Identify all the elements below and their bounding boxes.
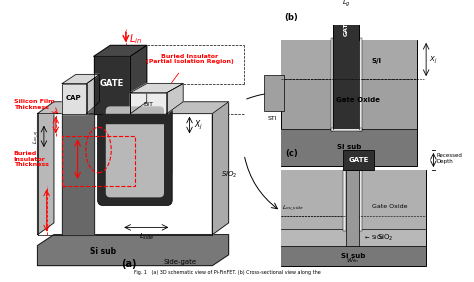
Bar (359, 38, 362, 131)
Text: Recessed
Depth: Recessed Depth (436, 153, 462, 164)
Bar (281, 40, 417, 79)
Text: GATE: GATE (348, 157, 369, 163)
Bar (359, 170, 362, 231)
Bar (343, 170, 346, 231)
Text: $L_{ov\_side}$: $L_{ov\_side}$ (283, 203, 304, 212)
Polygon shape (103, 114, 167, 123)
Text: Gate Oxide: Gate Oxide (336, 97, 380, 103)
Text: SiO$_2$: SiO$_2$ (377, 232, 393, 243)
Bar (281, 246, 426, 266)
Text: Buried Insulator
(Partial Isolation Region): Buried Insulator (Partial Isolation Regi… (146, 54, 233, 64)
Text: Gate Oxide: Gate Oxide (372, 204, 408, 209)
Text: $X_j$: $X_j$ (429, 54, 438, 66)
Text: $L_g$: $L_g$ (342, 0, 350, 9)
Text: (b): (b) (284, 13, 298, 22)
Bar (281, 129, 417, 166)
FancyBboxPatch shape (106, 106, 164, 197)
Polygon shape (62, 74, 100, 83)
Text: $L_{in}$: $L_{in}$ (128, 32, 142, 45)
Bar (330, 128, 362, 131)
Text: Si sub: Si sub (337, 144, 361, 150)
Polygon shape (212, 102, 228, 235)
Text: $X_j$: $X_j$ (194, 119, 203, 132)
Bar (281, 170, 426, 266)
Text: Si sub: Si sub (341, 253, 365, 259)
Bar (264, 74, 284, 111)
Text: GATE: GATE (344, 18, 348, 36)
Text: $W_{fin}$: $W_{fin}$ (346, 257, 359, 265)
Text: BIT: BIT (144, 102, 154, 107)
Polygon shape (87, 74, 100, 114)
Polygon shape (94, 56, 130, 114)
Text: (a): (a) (121, 259, 137, 269)
Text: Silicon Film
Thickness: Silicon Film Thickness (14, 99, 55, 110)
Polygon shape (167, 83, 183, 114)
Bar (343, 150, 374, 170)
Text: SiO$_2$: SiO$_2$ (221, 169, 238, 180)
Bar (62, 136, 135, 186)
Polygon shape (130, 83, 183, 93)
Polygon shape (99, 114, 171, 173)
FancyBboxPatch shape (98, 103, 172, 206)
Text: (c): (c) (285, 149, 298, 158)
Polygon shape (37, 102, 54, 235)
Polygon shape (62, 102, 109, 114)
Bar (281, 170, 426, 229)
Text: $\leftarrow$ SiO$_2$: $\leftarrow$ SiO$_2$ (364, 233, 385, 242)
Text: CAP: CAP (66, 95, 82, 101)
Text: S/I: S/I (371, 58, 381, 64)
Polygon shape (94, 45, 147, 56)
Text: GATE: GATE (100, 79, 124, 88)
Polygon shape (62, 83, 87, 114)
Bar (281, 40, 417, 166)
Text: STI: STI (267, 116, 277, 121)
Text: $L_{side}$: $L_{side}$ (139, 232, 155, 242)
Polygon shape (130, 93, 167, 114)
Text: Fig. 1   (a) 3D schematic view of Pi-FinFET. (b) Cross-sectional view along the: Fig. 1 (a) 3D schematic view of Pi-FinFE… (134, 270, 321, 275)
Polygon shape (130, 45, 147, 114)
Text: Buried
Insulator
Thickness: Buried Insulator Thickness (14, 151, 49, 168)
Polygon shape (62, 114, 94, 235)
Bar (281, 229, 426, 246)
Bar (330, 38, 333, 131)
Polygon shape (37, 235, 228, 266)
Bar (333, 14, 359, 40)
Bar (346, 170, 359, 246)
Polygon shape (37, 102, 228, 114)
Text: Side-gate: Side-gate (164, 259, 197, 265)
Text: Si sub: Si sub (90, 248, 116, 256)
Bar (333, 40, 359, 129)
Text: $L_{ov\_xj}$: $L_{ov\_xj}$ (32, 129, 41, 144)
